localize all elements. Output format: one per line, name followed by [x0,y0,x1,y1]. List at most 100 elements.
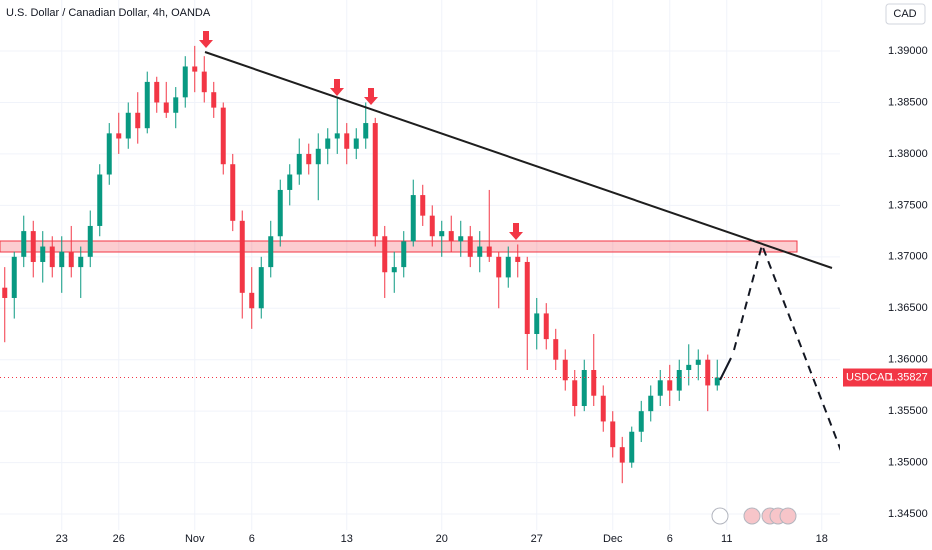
x-tick-label: 13 [341,533,353,545]
y-tick-label: 1.39000 [888,45,928,57]
candle-body [239,220,245,293]
candle-body [619,447,625,463]
candle-body [638,411,644,432]
candle-body [382,236,388,273]
grid [0,0,840,530]
candle-body [600,395,606,422]
candle-body [581,370,587,407]
candle-body [59,251,65,268]
candle-body [306,153,312,165]
candle-body [182,66,188,98]
currency-box[interactable] [885,3,926,25]
candle-body [372,123,378,237]
y-tick-label: 1.37500 [888,199,928,211]
x-tick-label: 11 [721,533,732,545]
candle-body [458,236,464,242]
candle-body [87,225,93,257]
y-tick-label: 1.35000 [888,457,928,469]
candle-body [201,71,207,93]
candle-body [334,133,340,139]
candle-body [496,256,502,278]
x-tick-label: 27 [531,533,543,545]
candle-body [249,292,255,309]
arrow [330,79,344,96]
candle-body [705,359,711,386]
candle-body [68,251,74,268]
candle-body [667,380,673,391]
candle-body [192,66,198,72]
icon [779,507,797,525]
last-price-box [843,368,932,387]
candle-body [524,261,530,334]
candle-body [648,395,654,412]
candle-body [163,102,169,113]
candle-body [562,359,568,381]
candle-body [315,148,321,165]
icon [743,507,761,525]
candle-body [505,256,511,278]
candle-body [258,267,264,309]
candle-body [410,195,416,242]
candle-body [553,339,559,360]
candle-body [572,380,578,407]
candle-body [353,138,359,149]
resistance-zone [0,240,798,253]
candle-body [287,174,293,190]
candle-body [49,246,55,268]
y-tick-label: 1.34500 [888,508,928,520]
candle-body [439,231,445,237]
candle-body [448,231,454,242]
candle-body [591,370,597,396]
y-tick-label: 1.36500 [888,302,928,314]
candle-body [116,133,122,139]
axis: 1.34500 1.35000 1.35500 1.36000 1.36500 1.370… [56,45,932,545]
candle-body [363,123,369,139]
candle-body [2,287,8,298]
y-tick-label: 1.35500 [888,405,928,417]
candle-body [220,107,226,165]
candle-body [296,153,302,175]
price-axis [840,0,932,550]
candle-body [277,189,283,237]
candle-body [40,246,46,262]
candle-body [344,133,350,149]
x-tick-label: 6 [667,533,673,545]
x-tick-label: Dec [603,533,623,545]
candle-body [144,81,150,129]
candle-body [657,380,663,396]
x-tick-label: 6 [249,533,255,545]
candles [0,45,840,484]
arrow [199,31,213,48]
candle-body [534,313,540,334]
y-tick-label: 1.36000 [888,354,928,366]
candle-body [401,241,407,268]
candle-body [125,112,131,139]
x-tick-label: 23 [56,533,68,545]
y-tick-label: 1.38000 [888,148,928,160]
last-price-label: 1.35827 [888,371,928,383]
candle-body [106,133,112,175]
candle-body [477,246,483,257]
candle-body [486,246,492,257]
chart-title: U.S. Dollar / Canadian Dollar, 4h, OANDA [6,7,211,19]
candle-body [391,267,397,273]
candle-body [467,236,473,257]
candle-body [230,164,236,221]
candle-body [610,421,616,448]
symbol-label: USDCAD [846,371,893,383]
candle-body [97,174,103,226]
x-tick-label: 20 [436,533,448,545]
arrows [199,31,523,240]
candle-body [78,256,84,268]
candle-body [543,313,549,340]
candle-body [21,231,27,257]
candle-body [714,377,720,386]
candle-body [629,431,635,463]
candle-body [211,92,217,108]
currency[interactable]: CAD [893,8,916,20]
candle-body [420,195,426,216]
trend-line [204,51,833,269]
x-tick-label: 26 [113,533,125,545]
x-tick-label: Nov [185,533,205,545]
